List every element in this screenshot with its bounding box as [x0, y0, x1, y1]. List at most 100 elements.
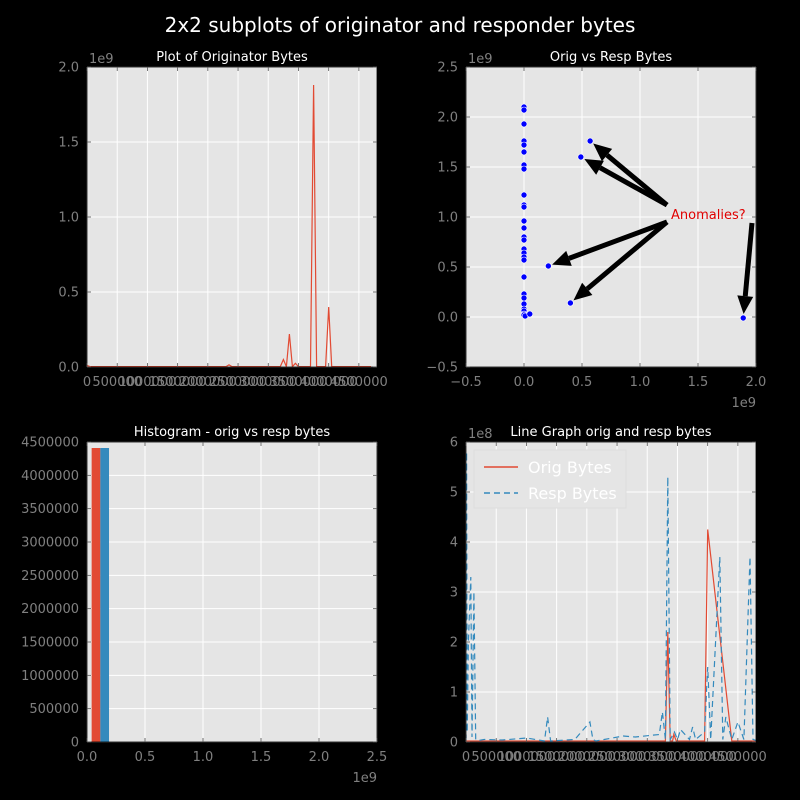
x-tick-label: 1.5 [251, 750, 272, 765]
y-tick-label: 3500000 [21, 502, 79, 517]
scatter-point [520, 141, 528, 149]
y-tick-label: 0.0 [437, 311, 458, 326]
scatter-point [526, 310, 534, 318]
x-tick-label: 1000000 [118, 375, 176, 390]
scatter-point [545, 262, 552, 270]
scatter-point [520, 294, 528, 302]
figure-title: 2x2 subplots of originator and responder… [165, 13, 636, 37]
annotation-arrow-head [584, 158, 604, 175]
y-tick-label: 1.0 [437, 211, 458, 226]
annotation-arrow-shaft [598, 165, 669, 208]
x-tick-label: 2000000 [179, 375, 237, 390]
data-area [91, 448, 110, 742]
x-tick-label: 500000 [92, 375, 142, 390]
scatter-point [520, 256, 528, 264]
x-tick-label: 1500000 [149, 375, 207, 390]
y-tick-label: 5 [450, 486, 458, 501]
y-tick-label: 1.5 [437, 161, 458, 176]
y-offset-text: 1e9 [468, 52, 493, 67]
x-tick-label: 2000000 [558, 750, 616, 765]
annotation-arrow-shaft [742, 222, 755, 297]
y-tick-label: 2.0 [58, 61, 79, 76]
y-offset-text: 1e9 [89, 52, 114, 67]
x-tick-label: 4000000 [679, 750, 737, 765]
y-tick-label: 0 [71, 736, 79, 751]
legend-label: Orig Bytes [528, 458, 612, 477]
bar-orig [91, 448, 101, 742]
x-tick-label: 2.0 [746, 375, 767, 390]
y-tick-label: 2000000 [21, 602, 79, 617]
annotation-arrow-head [593, 143, 613, 162]
y-offset-text: 1e8 [468, 427, 493, 442]
x-tick-label: 0 [462, 750, 470, 765]
series-line-orig-bytes [466, 529, 756, 742]
x-tick-label: 3000000 [618, 750, 676, 765]
axes-background [87, 442, 377, 742]
x-tick-label: 500000 [471, 750, 521, 765]
y-tick-label: 3000000 [21, 536, 79, 551]
x-tick-label: 4500000 [330, 375, 388, 390]
x-tick-label: 0.0 [514, 375, 535, 390]
legend-box [473, 449, 627, 509]
y-tick-label: 0.5 [437, 261, 458, 276]
annotation-arrow-head [737, 295, 754, 315]
subplot-p4: 0 500000100000015000002000000250000030000… [450, 425, 767, 765]
subplot-title: Plot of Originator Bytes [156, 50, 308, 65]
y-tick-label: 4500000 [21, 436, 79, 451]
subplot-p1: 0 500000100000015000002000000250000030000… [58, 50, 388, 390]
y-tick-label: 6 [450, 436, 458, 451]
data-area [466, 451, 756, 742]
y-tick-label: 1 [450, 686, 458, 701]
y-tick-label: 2 [450, 636, 458, 651]
y-tick-label: 1500000 [21, 636, 79, 651]
legend-label: Resp Bytes [528, 484, 617, 503]
annotation-arrow-shaft [568, 219, 668, 261]
y-tick-label: 3 [450, 586, 458, 601]
y-tick-label: 500000 [29, 702, 79, 717]
x-tick-label: 2500000 [588, 750, 646, 765]
series-line-resp-bytes [466, 451, 756, 742]
annotation-arrow-head [552, 250, 572, 266]
y-tick-label: 2.0 [437, 111, 458, 126]
scatter-point [586, 137, 594, 145]
scatter-point [520, 106, 528, 114]
x-tick-label: 1.0 [193, 750, 214, 765]
scatter-point [577, 153, 585, 161]
y-tick-label: 0 [450, 736, 458, 751]
x-tick-label: 0 [83, 375, 91, 390]
y-tick-label: 0.0 [58, 361, 79, 376]
x-tick-label: 2500000 [209, 375, 267, 390]
x-tick-label: 4000000 [300, 375, 358, 390]
x-tick-label: 1.0 [630, 375, 651, 390]
scatter-point [520, 203, 528, 211]
data-area [520, 103, 747, 322]
y-tick-label: 1.0 [58, 211, 79, 226]
axes-frame [86, 441, 378, 743]
legend: Orig Bytes Resp Bytes [473, 449, 627, 509]
x-offset-text: 1e9 [352, 771, 377, 786]
x-tick-label: 2.0 [309, 750, 330, 765]
scatter-point [567, 299, 574, 307]
x-tick-label: −0.5 [450, 375, 482, 390]
annotation-arrow-shaft [585, 220, 669, 291]
scatter-point [520, 191, 528, 199]
y-tick-label: 0.5 [58, 286, 79, 301]
annotation-text: Anomalies? [671, 208, 746, 223]
scatter-point [520, 120, 528, 128]
subplot-p3: 0.0 0.5 1.0 1.5 2.0 2.5 0 500000 1000000 1500000 2… [21, 425, 387, 786]
subplot-title: Line Graph orig and resp bytes [510, 425, 711, 440]
scatter-point [520, 273, 528, 281]
x-tick-label: 3500000 [649, 750, 707, 765]
x-tick-label: 0.5 [135, 750, 156, 765]
subplot-p2: −0.5 0.0 0.5 1.0 1.5 2.0 −0.5 0.0 0.5 1.0 1.5 2.0 2.… [426, 50, 766, 411]
x-tick-label: 1500000 [528, 750, 586, 765]
x-tick-label: 0.0 [77, 750, 98, 765]
scatter-point [520, 148, 528, 156]
scatter-point [520, 217, 528, 225]
bar-resp [100, 448, 110, 742]
x-tick-label: 4500000 [709, 750, 767, 765]
subplot-title: Histogram - orig vs resp bytes [134, 425, 331, 440]
x-offset-text: 1e9 [731, 396, 756, 411]
y-tick-label: 4000000 [21, 469, 79, 484]
scatter-point [520, 224, 528, 232]
